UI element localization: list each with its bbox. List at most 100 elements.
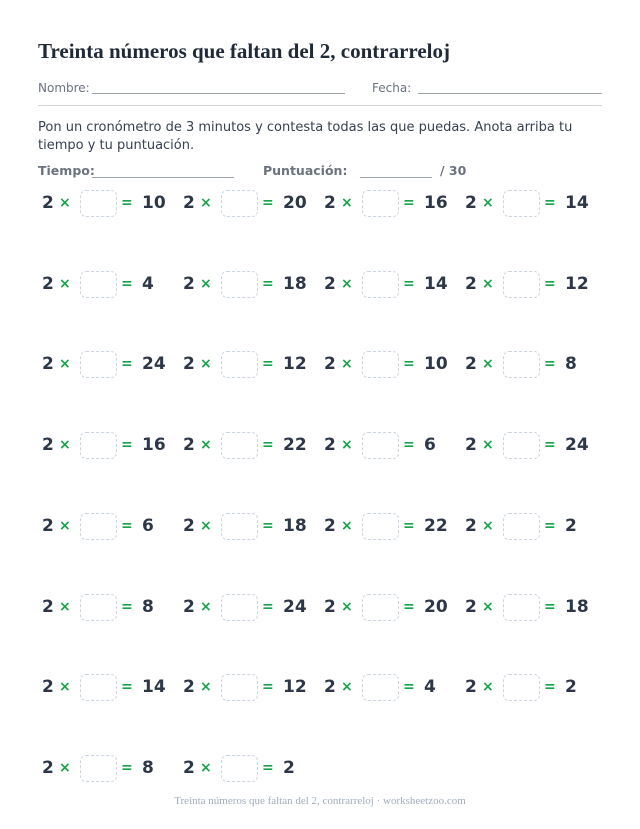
times-sign: × [59, 517, 71, 534]
factor: 2 [42, 757, 54, 778]
answer-box [362, 593, 399, 621]
answer-box [221, 674, 258, 702]
times-sign: × [59, 275, 71, 292]
result: 22 [424, 515, 448, 536]
time-label: Tiempo: [38, 163, 95, 178]
factor: 2 [183, 435, 195, 456]
result: 24 [142, 354, 166, 375]
equals-sign: = [121, 356, 133, 373]
factor: 2 [183, 515, 195, 536]
times-sign: × [59, 598, 71, 615]
answer-box [80, 432, 117, 460]
equals-sign: = [121, 437, 133, 454]
factor: 2 [183, 193, 195, 213]
name-label: Nombre: [38, 81, 90, 95]
factor: 2 [42, 273, 54, 294]
result: 20 [424, 596, 448, 617]
result: 2 [565, 677, 577, 698]
factor: 2 [465, 515, 477, 536]
times-sign: × [482, 598, 494, 615]
factor: 2 [324, 677, 336, 698]
factor: 2 [465, 354, 477, 375]
equals-sign: = [403, 275, 415, 292]
equals-sign: = [262, 759, 274, 776]
times-sign: × [482, 437, 494, 454]
answer-box [221, 270, 258, 298]
answer-box [362, 432, 399, 460]
factor: 2 [183, 596, 195, 617]
result: 4 [142, 273, 154, 294]
factor: 2 [42, 193, 54, 213]
answer-box [362, 270, 399, 298]
equals-sign: = [262, 356, 274, 373]
times-sign: × [200, 598, 212, 615]
equals-sign: = [262, 195, 274, 211]
result: 22 [283, 435, 307, 456]
equals-sign: = [544, 195, 556, 211]
times-sign: × [482, 679, 494, 696]
answer-box [362, 351, 399, 379]
equals-sign: = [403, 356, 415, 373]
times-sign: × [482, 195, 494, 211]
score-label: Puntuación: [263, 163, 348, 178]
factor: 2 [465, 273, 477, 294]
result: 6 [424, 435, 436, 456]
title: Treinta números que faltan del 2, contra… [38, 39, 450, 63]
factor: 2 [465, 677, 477, 698]
instructions: Pon un cronómetro de 3 minutos y contest… [38, 120, 573, 153]
footer: Treinta números que faltan del 2, contra… [174, 795, 466, 807]
times-sign: × [341, 356, 353, 373]
times-sign: × [200, 759, 212, 776]
date-label: Fecha: [372, 81, 412, 95]
factor: 2 [324, 515, 336, 536]
result: 24 [565, 435, 589, 456]
equals-sign: = [121, 195, 133, 211]
result: 18 [565, 596, 589, 617]
answer-box [80, 190, 117, 217]
times-sign: × [341, 195, 353, 211]
times-sign: × [59, 195, 71, 211]
factor: 2 [42, 435, 54, 456]
factor: 2 [465, 193, 477, 213]
result: 12 [283, 354, 307, 375]
result: 16 [142, 435, 166, 456]
result: 24 [283, 596, 307, 617]
equals-sign: = [262, 598, 274, 615]
times-sign: × [341, 437, 353, 454]
answer-box [221, 432, 258, 460]
result: 6 [142, 515, 154, 536]
factor: 2 [324, 193, 336, 213]
result: 12 [283, 677, 307, 698]
times-sign: × [200, 275, 212, 292]
result: 2 [565, 515, 577, 536]
answer-box [503, 351, 540, 379]
equals-sign: = [121, 275, 133, 292]
times-sign: × [200, 437, 212, 454]
equals-sign: = [262, 437, 274, 454]
answer-box [362, 190, 399, 217]
equals-sign: = [262, 517, 274, 534]
result: 14 [142, 677, 166, 698]
times-sign: × [482, 275, 494, 292]
factor: 2 [324, 354, 336, 375]
factor: 2 [183, 757, 195, 778]
time-line [92, 177, 234, 178]
result: 10 [424, 354, 448, 375]
result: 8 [142, 596, 154, 617]
score-line [360, 177, 432, 178]
factor: 2 [42, 596, 54, 617]
times-sign: × [200, 195, 212, 211]
result: 4 [424, 677, 436, 698]
answer-box [362, 512, 399, 540]
result: 18 [283, 515, 307, 536]
result: 10 [142, 193, 166, 213]
times-sign: × [200, 517, 212, 534]
equals-sign: = [544, 356, 556, 373]
equals-sign: = [262, 679, 274, 696]
equals-sign: = [544, 275, 556, 292]
answer-box [221, 512, 258, 540]
answer-box [221, 351, 258, 379]
times-sign: × [482, 356, 494, 373]
times-sign: × [341, 275, 353, 292]
equals-sign: = [121, 679, 133, 696]
